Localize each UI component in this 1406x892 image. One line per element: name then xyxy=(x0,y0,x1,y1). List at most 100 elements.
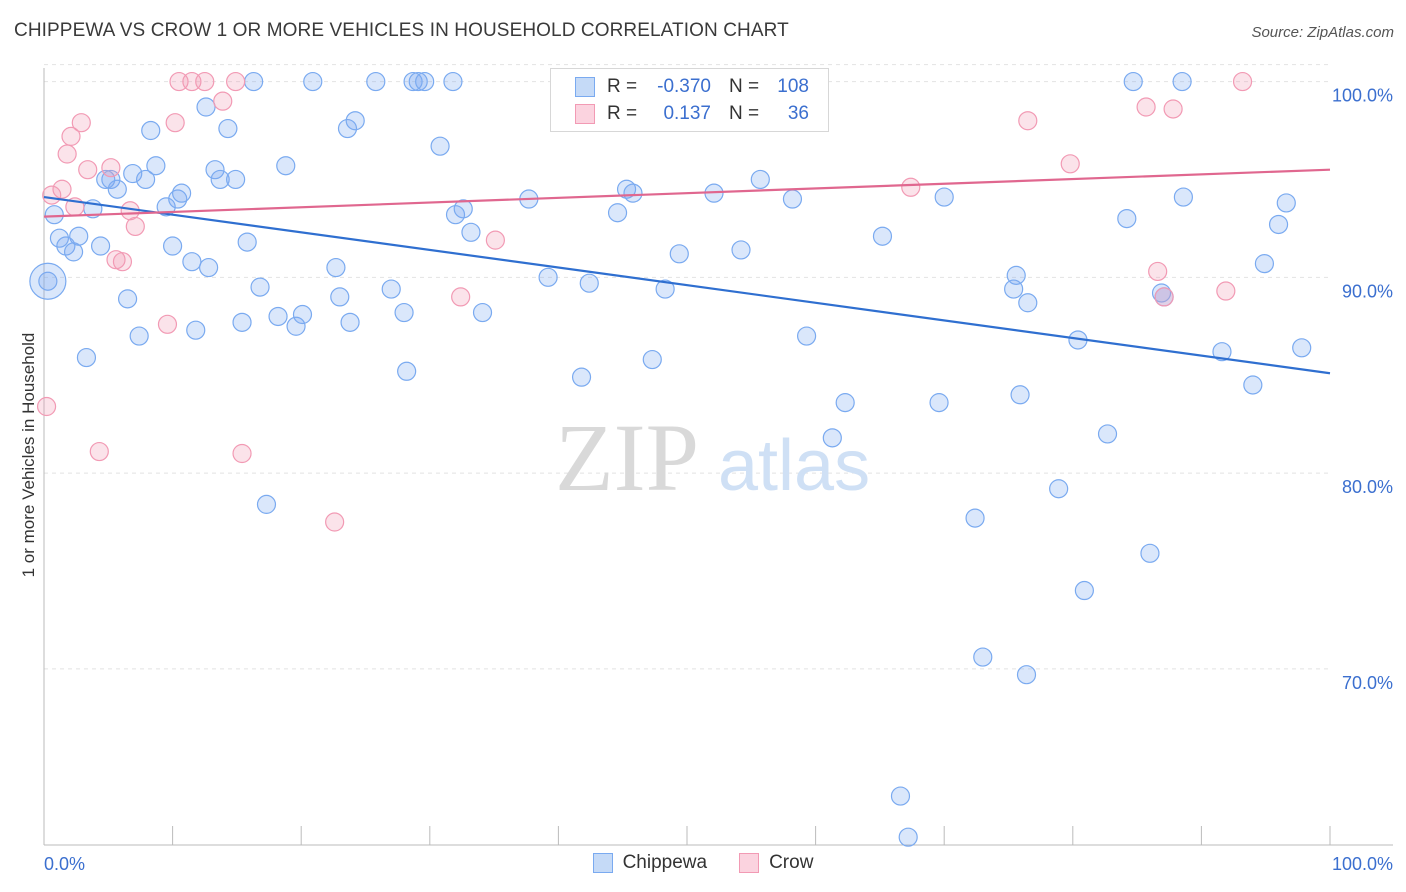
chippewa-point xyxy=(303,71,323,92)
crow-point xyxy=(101,158,121,178)
chippewa-point xyxy=(1212,342,1232,362)
crow-point xyxy=(226,71,246,92)
chippewa-point xyxy=(250,277,270,297)
chippewa-point xyxy=(397,361,417,381)
crow-point xyxy=(1018,111,1038,131)
x-tick-label: 0.0% xyxy=(44,854,85,874)
crow-point xyxy=(165,113,185,133)
watermark-atlas: atlas xyxy=(718,426,870,506)
legend-r-label: R = xyxy=(607,76,638,97)
legend-r-value: 0.137 xyxy=(663,103,711,124)
legend-item-chippewa[interactable]: Chippewa xyxy=(592,852,707,874)
y-tick-label: 70.0% xyxy=(1342,673,1393,693)
legend-n-value: 36 xyxy=(787,103,809,124)
chippewa-point xyxy=(453,199,473,219)
chippewa-point xyxy=(186,320,206,340)
crow-point xyxy=(1216,281,1236,301)
chippewa-point xyxy=(443,71,463,92)
chippewa-point xyxy=(415,71,435,92)
chippewa-point xyxy=(330,287,350,307)
chart-title: CHIPPEWA VS CROW 1 OR MORE VEHICLES IN H… xyxy=(14,20,789,41)
chippewa-point xyxy=(49,228,70,248)
crow-point xyxy=(1154,287,1174,307)
chippewa-point xyxy=(276,156,296,176)
legend-n-value: 108 xyxy=(777,76,809,97)
chippewa-point xyxy=(835,393,855,413)
crow-point xyxy=(1060,154,1080,174)
chippewa-point xyxy=(292,304,313,325)
crow-swatch xyxy=(739,853,760,873)
crow-point xyxy=(157,314,178,334)
crow-point xyxy=(451,287,471,307)
chippewa-point xyxy=(623,183,643,203)
chippewa-point xyxy=(973,647,993,667)
chippewa-point xyxy=(244,71,264,92)
legend-n-label: N = xyxy=(729,76,760,97)
chippewa-point xyxy=(408,71,428,92)
chippewa-point xyxy=(163,236,183,256)
chippewa-point xyxy=(205,160,225,180)
crow-point xyxy=(1148,261,1168,282)
chippewa-point xyxy=(607,203,628,223)
chippewa-point xyxy=(286,316,306,336)
chippewa-point xyxy=(571,367,592,387)
crow-swatch xyxy=(575,104,595,124)
chippewa-point xyxy=(337,118,358,139)
chippewa-point xyxy=(538,267,558,287)
chippewa-point xyxy=(1172,71,1192,92)
crow-point xyxy=(1232,71,1253,92)
chippewa-point xyxy=(326,257,346,278)
chippewa-point xyxy=(196,97,216,117)
chippewa-point xyxy=(340,312,360,332)
chippewa-point xyxy=(822,428,842,448)
chippewa-point xyxy=(1254,254,1275,274)
chippewa-point xyxy=(218,118,238,139)
chippewa-swatch xyxy=(575,77,595,97)
crow-point xyxy=(213,91,233,111)
chippewa-point xyxy=(430,136,450,156)
crow-point xyxy=(89,441,109,462)
chippewa-trend-line xyxy=(43,195,1331,375)
y-tick-label: 100.0% xyxy=(1332,86,1393,106)
chippewa-point xyxy=(1123,71,1143,92)
chippewa-point xyxy=(146,156,166,176)
crow-point xyxy=(232,443,252,464)
chippewa-point xyxy=(1049,479,1069,499)
chippewa-point xyxy=(226,169,246,190)
legend-n-label: N = xyxy=(729,103,760,124)
stats-legend: R = -0.370 N = 108 R = 0.137 N = 36 xyxy=(550,68,829,132)
crow-point xyxy=(325,512,345,532)
crow-point xyxy=(1163,99,1183,119)
chippewa-point xyxy=(890,786,911,806)
chippewa-point xyxy=(898,827,918,847)
chippewa-point xyxy=(782,189,803,209)
chippewa-point xyxy=(1140,543,1160,563)
chippewa-point xyxy=(1243,375,1263,395)
y-tick-label: 80.0% xyxy=(1342,477,1393,497)
legend-row-chippewa: R = -0.370 N = 108 xyxy=(575,76,809,98)
chippewa-point xyxy=(445,205,466,225)
chippewa-point xyxy=(210,169,230,190)
chippewa-point xyxy=(1016,665,1037,685)
legend-label-crow: Crow xyxy=(769,852,814,873)
crow-point xyxy=(195,71,215,92)
chippewa-point xyxy=(579,273,599,293)
chippewa-point xyxy=(256,494,277,514)
chippewa-point xyxy=(107,179,127,199)
chippewa-point xyxy=(1074,580,1094,601)
crow-point xyxy=(36,396,57,417)
crow-point xyxy=(78,160,98,180)
chippewa-point xyxy=(1006,265,1026,285)
crow-point xyxy=(125,216,145,237)
legend-row-crow: R = 0.137 N = 36 xyxy=(575,103,809,125)
legend-item-crow[interactable]: Crow xyxy=(739,852,813,874)
chippewa-point xyxy=(934,187,954,207)
chippewa-point xyxy=(366,71,386,92)
chippewa-point xyxy=(472,302,493,323)
y-axis-title: 1 or more Vehicles in Household xyxy=(19,332,38,578)
chippewa-point xyxy=(182,252,202,272)
chippewa-point xyxy=(129,326,149,346)
chippewa-point xyxy=(29,262,67,300)
chippewa-point xyxy=(750,169,770,190)
